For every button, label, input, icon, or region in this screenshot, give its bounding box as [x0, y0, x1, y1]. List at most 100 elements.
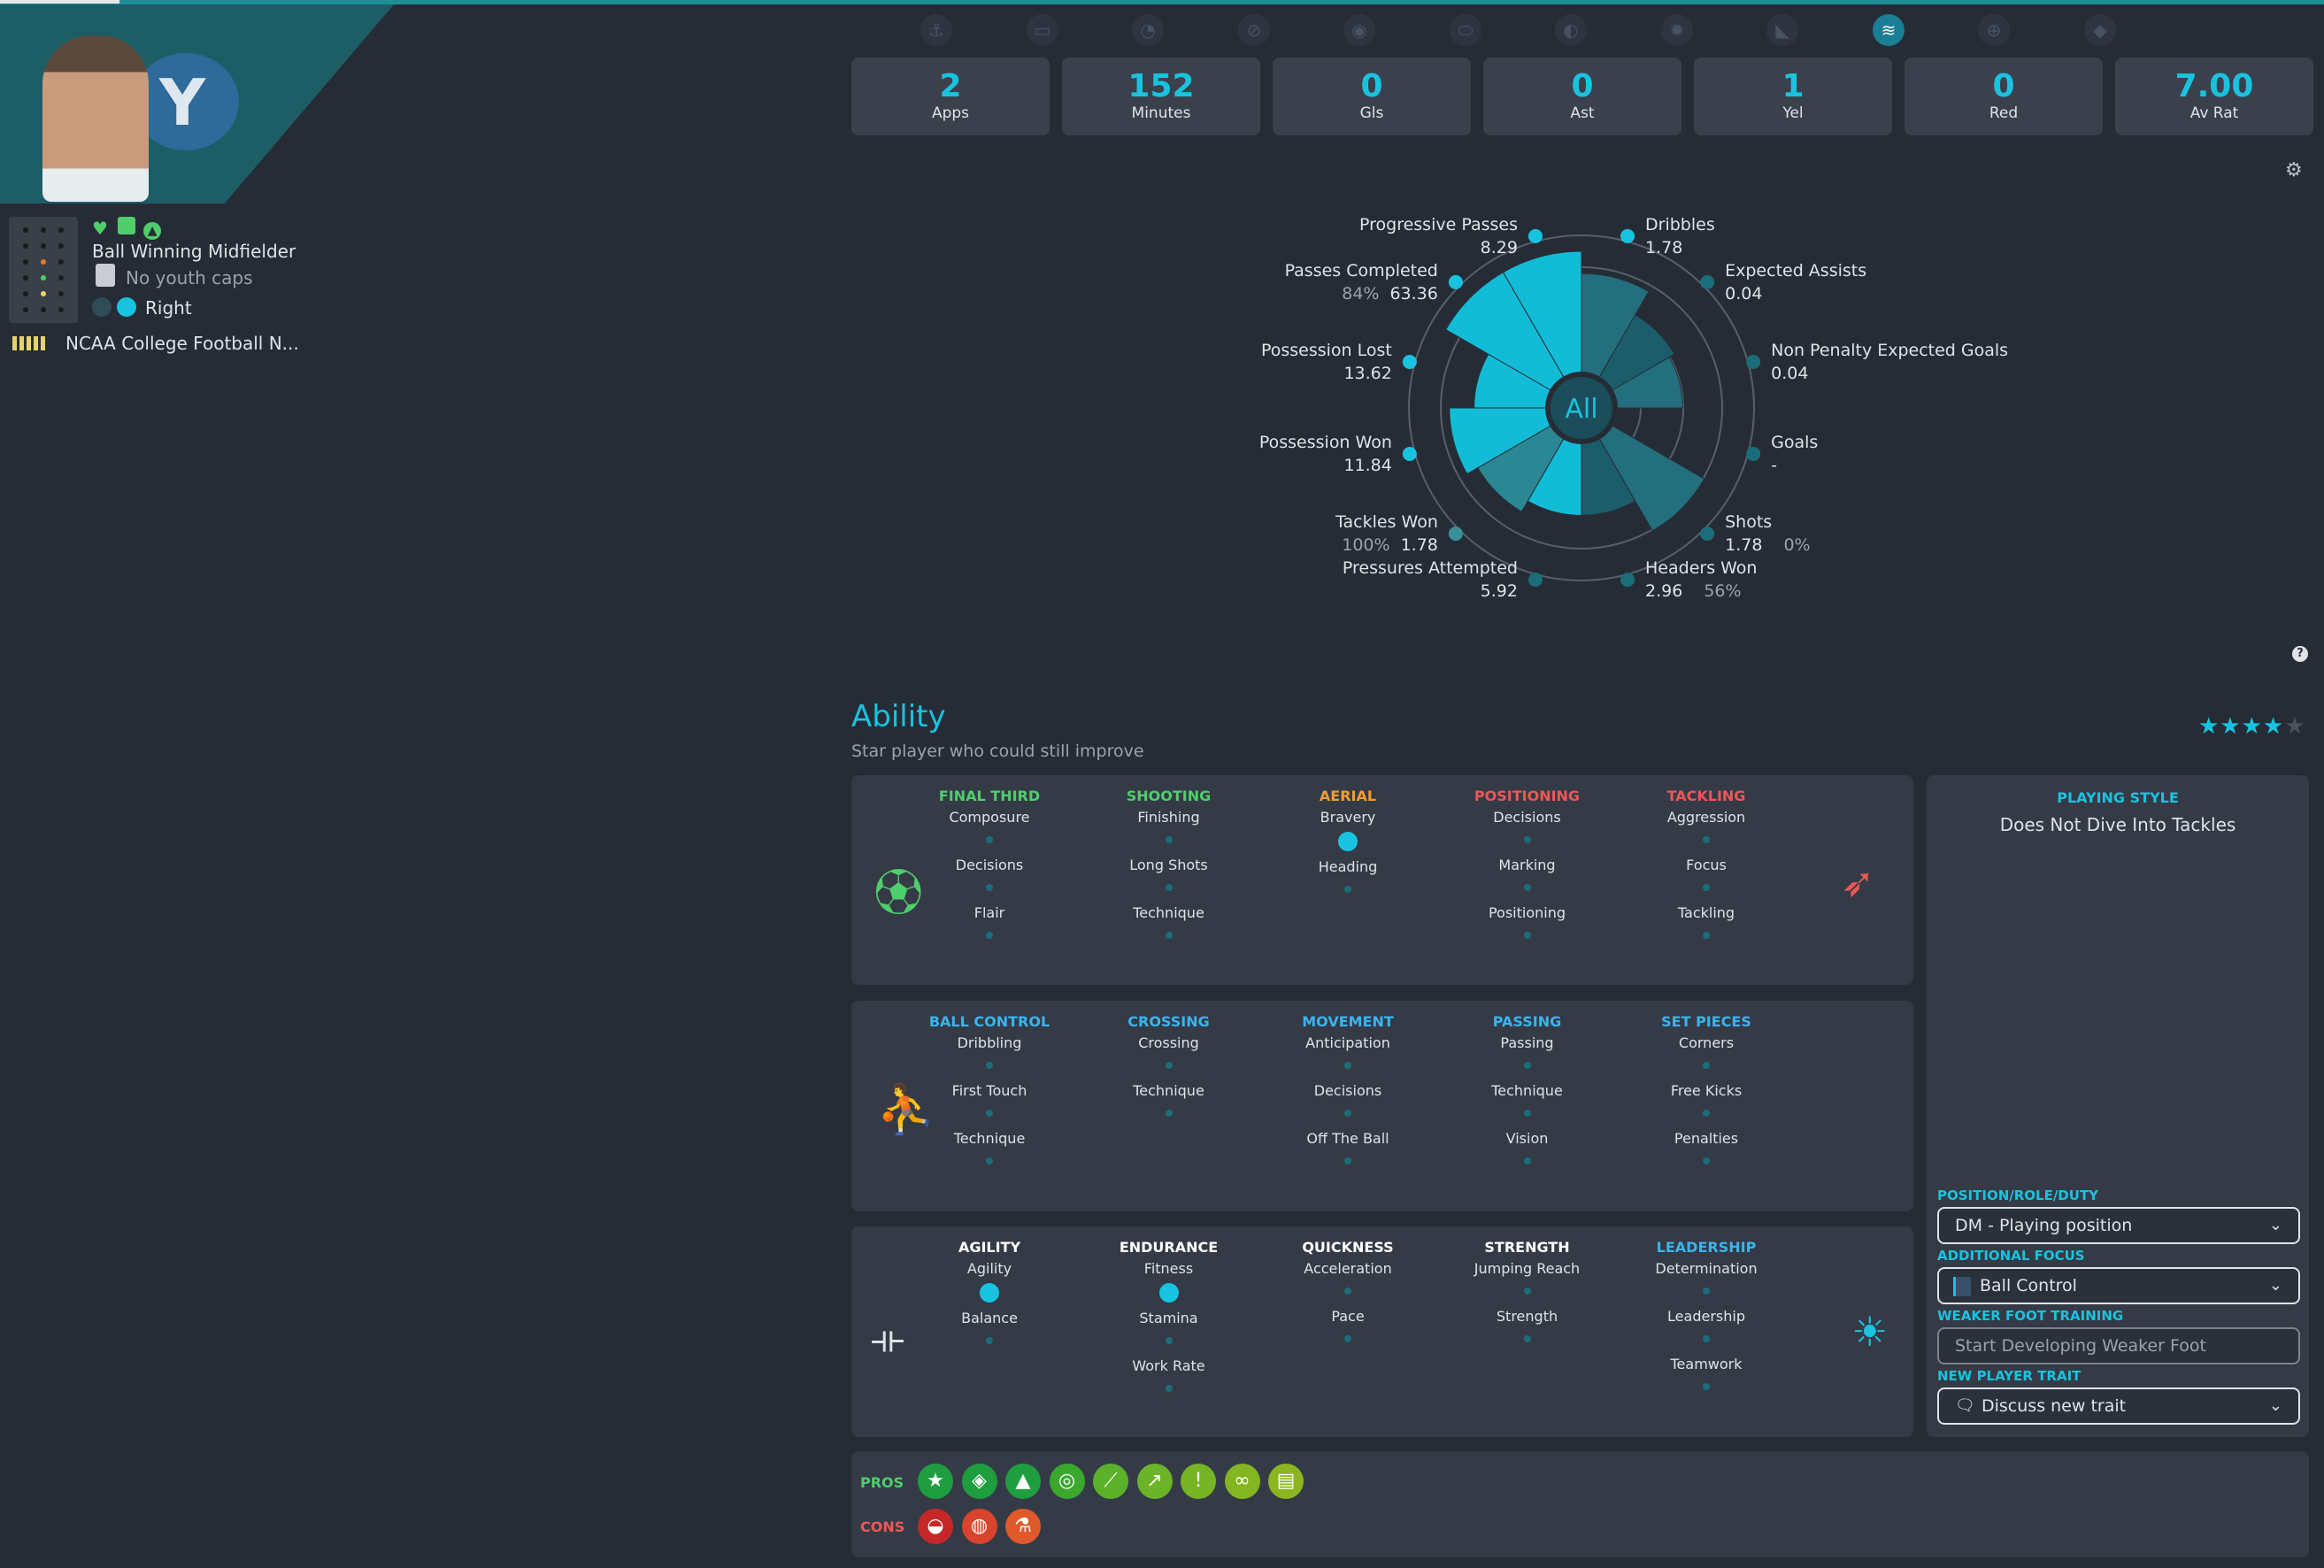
radar-metric-dot[interactable] — [1620, 573, 1635, 588]
weaker-foot-button[interactable]: Start Developing Weaker Foot — [1937, 1327, 2300, 1364]
radar-metric-dot[interactable] — [1402, 447, 1417, 462]
trend-icon[interactable]: ↗ — [1136, 1464, 1173, 1499]
upgrade-icon: ▲ — [143, 222, 162, 240]
attribute-name: First Touch — [951, 1082, 1027, 1099]
attribute-level-dot — [1165, 836, 1173, 843]
attribute-name: Marking — [1498, 857, 1556, 873]
attribute-group-shooting: SHOOTING Finishing Long Shots Technique — [1089, 786, 1249, 950]
settings-gear-icon[interactable]: ⚙ — [2285, 159, 2303, 181]
radar-metric-value: 1.78 — [1645, 237, 1683, 257]
attribute-level-dot — [1344, 1062, 1351, 1069]
new-trait-dropdown[interactable]: 🗨︎ Discuss new trait ⌄ — [1937, 1387, 2300, 1425]
radar-metric-dot[interactable] — [1700, 527, 1715, 542]
radar-metric-name: Tackles Won — [1335, 512, 1438, 533]
attribute-name: Free Kicks — [1670, 1082, 1743, 1099]
radar-metric-label: Pressures Attempted 5.92 — [1343, 557, 1518, 603]
flask-icon[interactable]: ⚗ — [1005, 1509, 1041, 1544]
bandage-icon[interactable]: ⟋ — [1093, 1464, 1128, 1499]
attribute-name: Anticipation — [1305, 1034, 1390, 1051]
stat-value: 1 — [1781, 68, 1805, 104]
attribute-level-dot — [1165, 1110, 1173, 1117]
position-dot — [41, 275, 46, 281]
radar-metric-name: Possession Lost — [1260, 340, 1392, 360]
attribute-name: Technique — [1133, 1082, 1204, 1099]
shield-icon[interactable]: ◈ — [961, 1464, 997, 1499]
stat-card-ast: 0 Ast — [1483, 58, 1681, 135]
stat-label: Minutes — [1131, 104, 1191, 122]
pill-icon[interactable]: ⬭ — [1450, 14, 1481, 46]
radar-metric-dot[interactable] — [1746, 354, 1761, 369]
position-dot — [41, 291, 46, 296]
star-icon[interactable]: ★ — [918, 1464, 953, 1499]
head-icon[interactable]: ◍ — [961, 1509, 997, 1544]
club-name[interactable]: NCAA College Football N... — [65, 333, 299, 354]
attribute-name: Decisions — [1313, 1082, 1382, 1099]
heart-icon: ♥ — [92, 218, 108, 239]
alert-ball-icon[interactable]: ! — [1181, 1464, 1216, 1499]
radar-metric-value: 13.62 — [1343, 363, 1392, 383]
help-icon[interactable]: ? — [2292, 646, 2308, 662]
gear-icon[interactable]: ✹ — [1661, 14, 1693, 46]
radar-metric-dot[interactable] — [1448, 527, 1463, 542]
attribute-level-dot — [1344, 1110, 1351, 1117]
ban-icon[interactable]: ⊘ — [1238, 14, 1270, 46]
handshake-icon[interactable]: ∞ — [1224, 1464, 1260, 1499]
radar-metric-dot[interactable] — [1528, 573, 1543, 588]
active-section-indicator — [0, 0, 119, 4]
document-icon[interactable]: ▤ — [1268, 1464, 1304, 1499]
attribute-level-dot — [1703, 836, 1710, 843]
radar-metric-dot[interactable] — [1700, 274, 1715, 289]
position-dot — [23, 307, 28, 312]
radar-metric-name: Expected Assists — [1725, 260, 1867, 281]
attribute-group-title: MOVEMENT — [1302, 1013, 1394, 1030]
chevron-down-icon: ⌄ — [2268, 1216, 2282, 1234]
attribute-level-dot — [986, 836, 993, 843]
radar-chart: All — [1402, 228, 1761, 588]
stat-card-av-rat: 7.00 Av Rat — [2115, 58, 2313, 135]
wave-icon[interactable]: ≋ — [1873, 14, 1905, 46]
attribute-group-positioning: POSITIONING Decisions Marking Positioning — [1448, 786, 1607, 950]
radar-metric-percent: 0% — [1783, 535, 1811, 556]
radar-metric-dot[interactable] — [1620, 228, 1635, 243]
attribute-level-dot — [1344, 886, 1351, 893]
attribute-group-passing: PASSING Passing Technique Vision — [1448, 1011, 1607, 1176]
target-icon[interactable]: ⊕ — [1978, 14, 2010, 46]
stat-card-gls: 0 Gls — [1273, 58, 1471, 135]
youth-caps: No youth caps — [126, 267, 253, 288]
stat-label: Yel — [1782, 104, 1804, 122]
player-portrait — [42, 35, 149, 202]
attribute-level-dot — [986, 932, 993, 939]
attribute-level-dot — [1523, 1287, 1531, 1295]
radar-metric-dot[interactable] — [1402, 354, 1417, 369]
attribute-name: Penalties — [1674, 1130, 1739, 1147]
radar-center-button[interactable] — [1545, 372, 1618, 444]
cones-icon[interactable]: ▲ — [1005, 1464, 1041, 1499]
attribute-level-dot — [1703, 1110, 1710, 1117]
pros-label: PROS — [860, 1474, 904, 1491]
search-face-icon[interactable]: ◐ — [1555, 14, 1587, 46]
attribute-group-title: LEADERSHIP — [1656, 1239, 1757, 1256]
star-rating-empty: ★ — [2284, 713, 2306, 740]
screen-icon[interactable]: ▭ — [1027, 14, 1058, 46]
attribute-level-dot — [980, 1283, 999, 1303]
boot-icon[interactable]: ◣ — [1766, 14, 1798, 46]
attribute-level-dot — [1703, 932, 1710, 939]
playing-style-label: PLAYING STYLE — [2057, 789, 2179, 806]
radar-metric-dot[interactable] — [1746, 447, 1761, 462]
eye-icon[interactable]: ◉ — [1343, 14, 1375, 46]
target-icon[interactable]: ◎ — [1049, 1464, 1085, 1499]
position-role-duty-dropdown[interactable]: DM - Playing position ⌄ — [1937, 1207, 2300, 1244]
attribute-level-dot — [1523, 1110, 1531, 1117]
additional-focus-dropdown[interactable]: Ball Control ⌄ — [1937, 1267, 2300, 1304]
top-accent-line — [0, 0, 2324, 4]
radar-metric-name: Pressures Attempted — [1342, 558, 1518, 579]
anchor-icon[interactable]: ⚓ — [920, 14, 952, 46]
radar-metric-dot[interactable] — [1448, 274, 1463, 289]
brain-icon[interactable]: ◔ — [1132, 14, 1164, 46]
attribute-level-dot — [986, 1110, 993, 1117]
whistle-icon[interactable]: ◒ — [918, 1509, 953, 1544]
attribute-name: Finishing — [1137, 809, 1200, 826]
attribute-name: Flair — [973, 904, 1005, 921]
radar-metric-dot[interactable] — [1528, 228, 1543, 243]
cat-icon[interactable]: ◆ — [2084, 14, 2116, 46]
